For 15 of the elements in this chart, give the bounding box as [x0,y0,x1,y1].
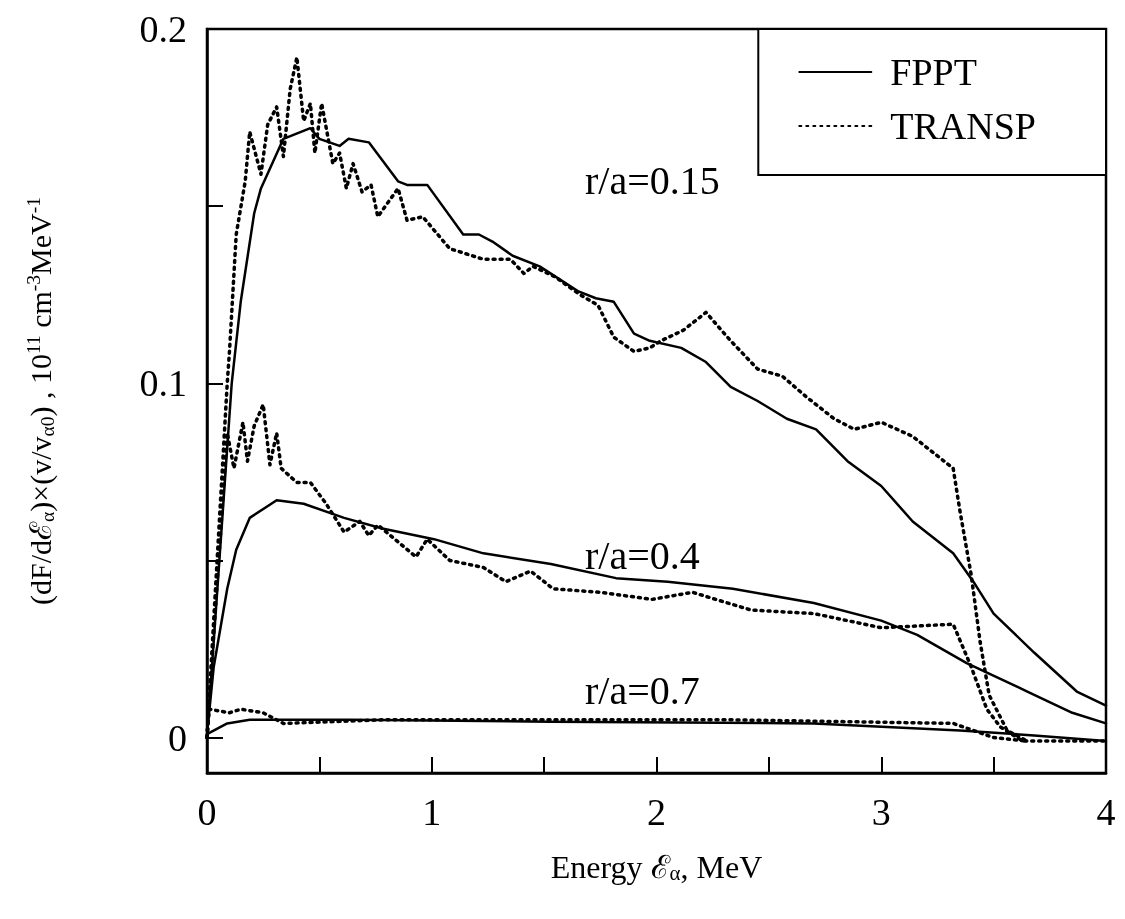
legend-label: TRANSP [890,105,1037,147]
x-axis-title: Energy ℰα, MeV [550,849,763,886]
legend-label: FPPT [890,51,977,93]
x-tick-label: 2 [647,791,666,833]
y-tick-label: 0 [168,716,187,759]
annotation: r/a=0.7 [585,667,700,713]
text: (dF/dℰα)×(v/vα0) , 1011 cm-3MeV-1 [23,197,58,605]
x-tick-label: 3 [871,791,891,833]
y-tick-label: 0.2 [139,8,187,50]
x-tick-label: 4 [1096,791,1116,833]
annotation: r/a=0.4 [585,532,700,578]
annotation: r/a=0.15 [585,157,720,203]
x-tick-label: 0 [197,791,217,833]
y-tick-label: 0.1 [139,362,187,405]
x-tick-label: 1 [422,791,442,833]
